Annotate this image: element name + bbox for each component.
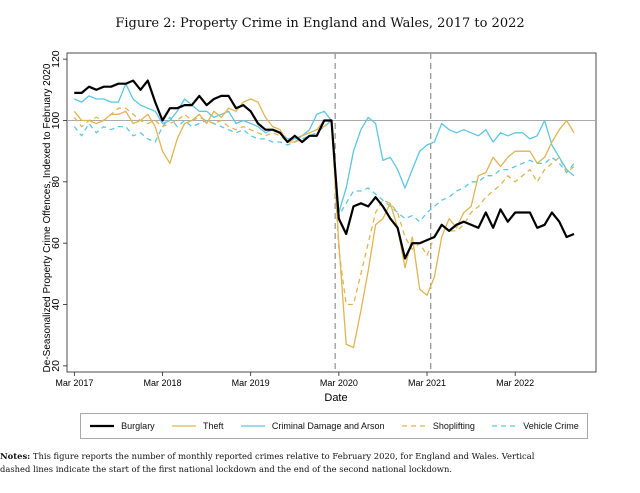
legend-label: Burglary <box>121 421 155 431</box>
legend-item-burglary: Burglary <box>89 421 155 431</box>
x-tick-label: Mar 2017 <box>55 378 93 388</box>
figure-notes: Notes: This figure reports the number of… <box>0 450 640 476</box>
legend-swatch <box>90 424 115 428</box>
y-tick-label: 100 <box>50 112 62 130</box>
legend-item-vehicle-crime: Vehicle Crime <box>491 421 579 431</box>
y-tick-label: 20 <box>50 360 62 372</box>
series-line-theft <box>73 98 575 349</box>
series-line-criminal-damage-and-arson <box>74 83 575 214</box>
legend-item-theft: Theft <box>171 421 224 431</box>
notes-text-line1: This figure reports the number of monthl… <box>32 451 535 461</box>
legend-item-shoplifting: Shoplifting <box>401 421 475 431</box>
x-tick-label: Mar 2019 <box>232 378 270 388</box>
legend-label: Vehicle Crime <box>523 421 579 431</box>
legend-swatch <box>401 425 426 427</box>
legend-swatch <box>492 425 517 427</box>
x-tick-label: Mar 2018 <box>143 378 181 388</box>
x-tick-label: Mar 2022 <box>496 378 534 388</box>
y-tick-label: 80 <box>50 176 62 188</box>
chart-legend: Burglary Theft Criminal Damage and Arson Sh… <box>80 413 588 439</box>
legend-label: Theft <box>203 421 224 431</box>
notes-label: Notes: <box>0 451 31 461</box>
legend-label: Criminal Damage and Arson <box>271 421 385 431</box>
y-tick-label: 120 <box>50 50 62 68</box>
series-line-burglary <box>74 79 575 260</box>
y-tick-label: 40 <box>50 299 62 311</box>
legend-swatch <box>240 425 265 427</box>
y-tick-label: 60 <box>50 237 62 249</box>
legend-swatch <box>172 425 197 427</box>
series-line-shoplifting <box>73 107 575 306</box>
x-axis-label: Date <box>324 392 347 404</box>
notes-text-line2: dashed lines indicate the start of the f… <box>0 464 453 474</box>
x-tick-label: Mar 2020 <box>320 378 358 388</box>
figure-title: Figure 2: Property Crime in England and … <box>115 16 525 31</box>
x-tick-label: Mar 2021 <box>408 378 446 388</box>
line-chart: 20 40 60 80 100 120 Mar 2017 Mar 2018 Mar 2019 Ma… <box>42 50 597 404</box>
legend-label: Shoplifting <box>432 421 475 431</box>
series-line-vehicle-crime <box>73 116 575 223</box>
legend-item-criminal-damage-and-arson: Criminal Damage and Arson <box>240 421 385 431</box>
y-axis-label: De-Seasonalized Property Crime Offences,… <box>42 63 53 372</box>
plot-area-frame <box>66 52 597 373</box>
